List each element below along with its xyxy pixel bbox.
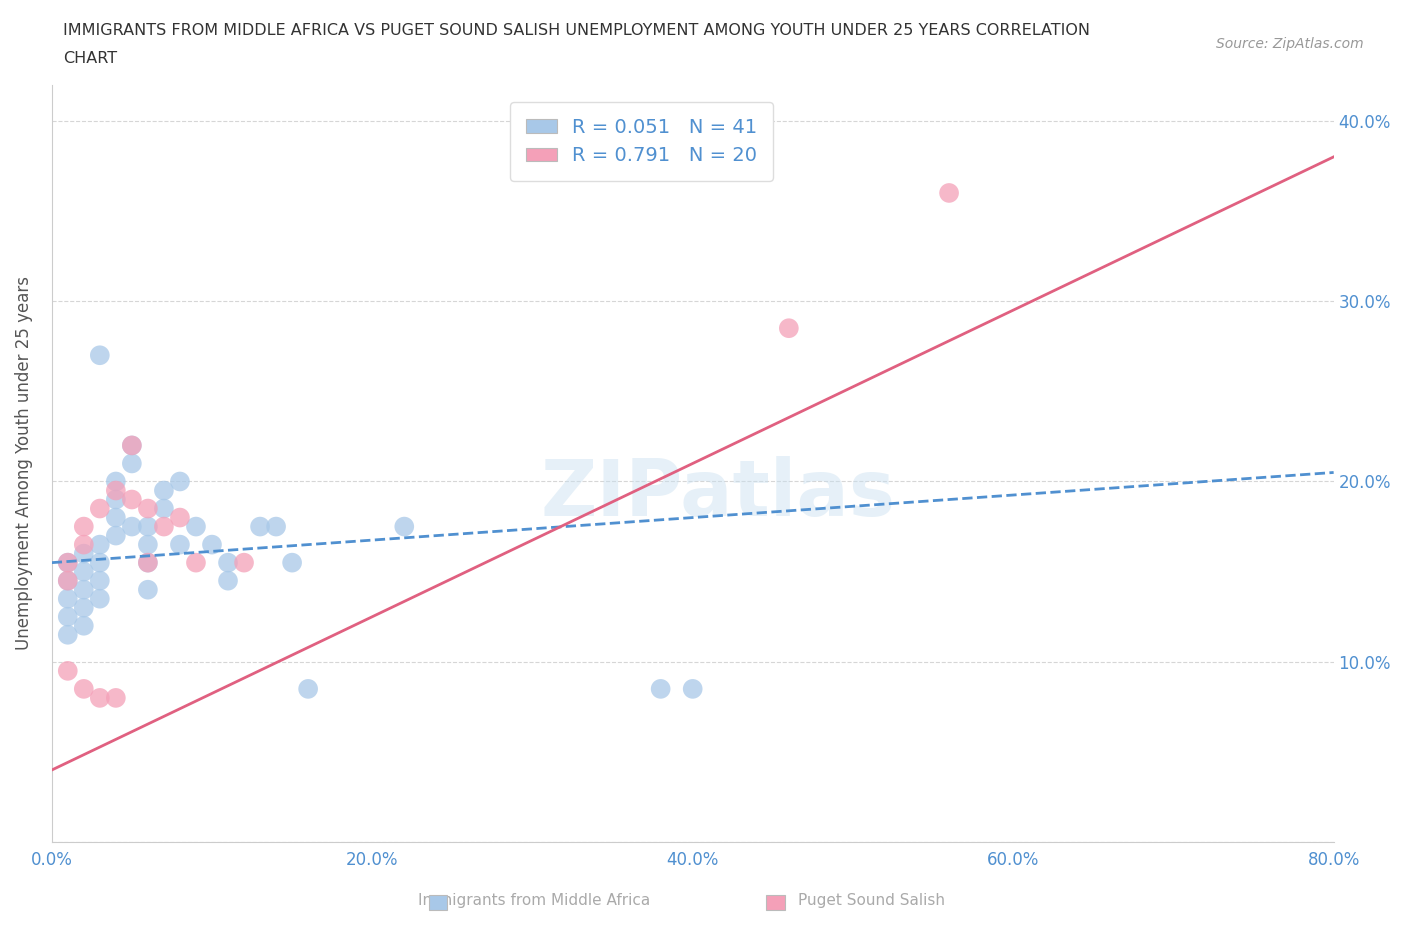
Point (136, 555, 159, 570)
Point (89, 690, 111, 705)
Point (153, 501, 176, 516)
Point (56, 573, 79, 588)
Text: IMMIGRANTS FROM MIDDLE AFRICA VS PUGET SOUND SALISH UNEMPLOYMENT AMONG YOUTH UND: IMMIGRANTS FROM MIDDLE AFRICA VS PUGET S… (63, 23, 1090, 38)
Point (281, 555, 304, 570)
Point (56, 555, 79, 570)
Point (136, 555, 159, 570)
Point (121, 438, 143, 453)
Text: Immigrants from Middle Africa: Immigrants from Middle Africa (418, 893, 651, 908)
Point (121, 492, 143, 507)
Point (169, 511, 191, 525)
Point (104, 528, 127, 543)
Point (201, 538, 224, 552)
Text: ZIPatlas: ZIPatlas (541, 456, 896, 532)
Point (136, 538, 159, 552)
Point (56, 628, 79, 643)
Point (104, 690, 127, 705)
Point (89, 501, 111, 516)
Point (297, 682, 319, 697)
Text: CHART: CHART (63, 51, 117, 66)
Point (169, 474, 191, 489)
Point (89, 348, 111, 363)
Point (89, 555, 111, 570)
Point (217, 555, 239, 570)
Point (73, 582, 96, 597)
Point (73, 682, 96, 697)
Point (73, 519, 96, 534)
Point (104, 511, 127, 525)
Point (394, 519, 416, 534)
Point (217, 573, 239, 588)
Point (56, 573, 79, 588)
Point (104, 492, 127, 507)
Text: Puget Sound Salish: Puget Sound Salish (799, 893, 945, 908)
Point (56, 609, 79, 624)
Text: Source: ZipAtlas.com: Source: ZipAtlas.com (1216, 37, 1364, 51)
Point (56, 663, 79, 678)
Point (169, 538, 191, 552)
Point (56, 555, 79, 570)
Point (104, 474, 127, 489)
Point (938, 185, 960, 200)
Point (153, 483, 176, 498)
Point (136, 501, 159, 516)
Point (56, 591, 79, 606)
Point (73, 565, 96, 579)
Point (121, 456, 143, 471)
Point (89, 591, 111, 606)
Point (778, 321, 800, 336)
Point (89, 538, 111, 552)
Point (121, 438, 143, 453)
Y-axis label: Unemployment Among Youth under 25 years: Unemployment Among Youth under 25 years (15, 276, 32, 650)
Point (153, 519, 176, 534)
Point (89, 573, 111, 588)
Point (73, 618, 96, 633)
Point (121, 519, 143, 534)
Point (184, 519, 207, 534)
Point (104, 483, 127, 498)
Point (73, 600, 96, 615)
Point (249, 519, 271, 534)
Point (233, 555, 256, 570)
Point (136, 519, 159, 534)
Point (136, 582, 159, 597)
Point (73, 546, 96, 561)
Point (264, 519, 287, 534)
Point (73, 538, 96, 552)
Point (682, 682, 704, 697)
Point (650, 682, 672, 697)
Legend: R = 0.051   N = 41, R = 0.791   N = 20: R = 0.051 N = 41, R = 0.791 N = 20 (510, 102, 773, 180)
Point (184, 555, 207, 570)
